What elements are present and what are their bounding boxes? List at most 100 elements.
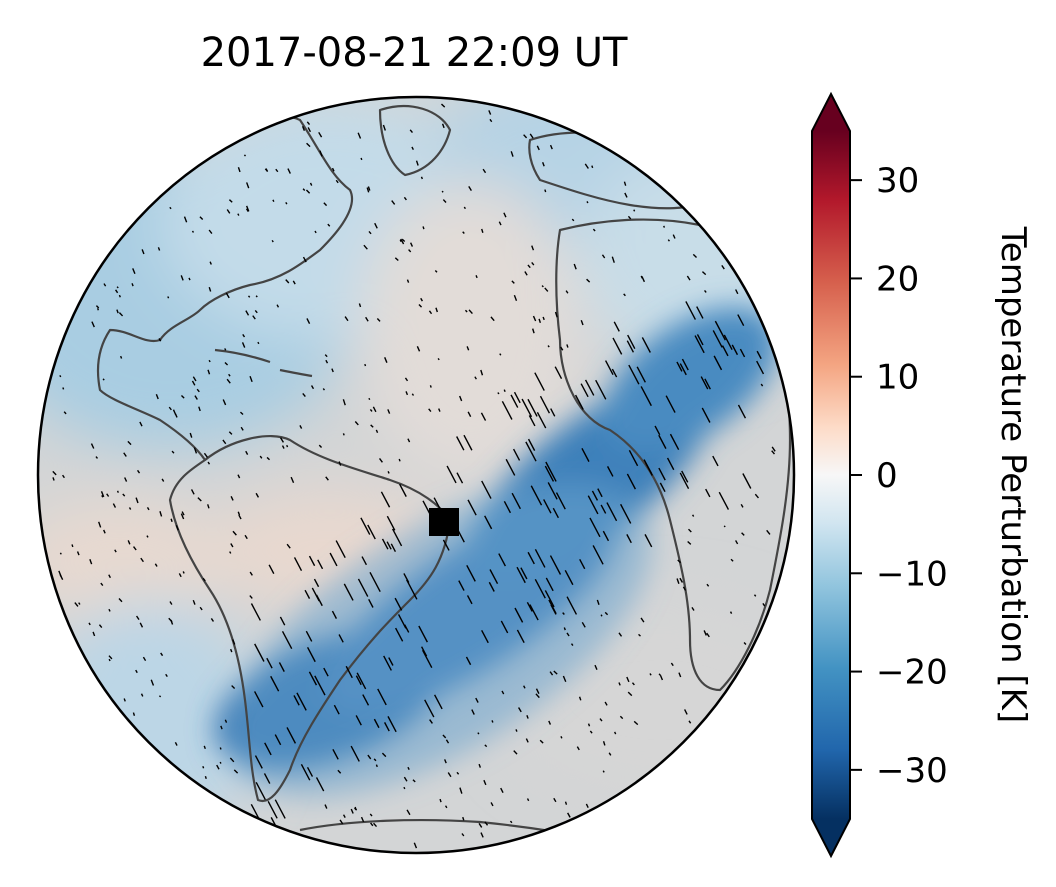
wind-streak (203, 745, 206, 750)
wind-streak (360, 816, 365, 823)
wind-streak (311, 587, 320, 602)
wind-streak (407, 766, 410, 770)
wind-streak (444, 805, 448, 809)
wind-streak (243, 154, 247, 157)
wind-streak (701, 271, 707, 276)
wind-streak (168, 406, 172, 411)
wind-streak (365, 316, 369, 322)
wind-streak (491, 720, 494, 723)
wind-streak (627, 691, 633, 697)
wind-streak (232, 530, 237, 536)
wind-streak (441, 190, 444, 193)
wind-streak (204, 775, 207, 780)
wind-streak (641, 337, 651, 353)
wind-streak (766, 529, 771, 535)
wind-streak (420, 176, 424, 180)
wind-streak (429, 385, 432, 388)
wind-streak (171, 450, 175, 454)
wind-streak (645, 462, 653, 476)
wind-streak (627, 215, 632, 220)
wind-streak (368, 231, 372, 235)
wind-streak (539, 395, 551, 414)
wind-streak (503, 501, 512, 514)
wind-streak (59, 375, 62, 378)
wind-streak (663, 225, 666, 228)
wind-streak (127, 440, 132, 446)
wind-streak (678, 672, 682, 678)
wind-streak (523, 134, 528, 139)
wind-streak (357, 132, 362, 139)
wind-streak (420, 646, 428, 657)
wind-streak (409, 242, 414, 247)
wind-streak (325, 476, 329, 481)
wind-streak (527, 398, 538, 417)
wind-streak (231, 685, 236, 690)
wind-streak (135, 615, 140, 621)
wind-streak (196, 388, 200, 393)
colorbar-ticks: 30 20 10 0 −10 −20 −30 (850, 161, 948, 791)
wind-streak (275, 168, 279, 173)
wind-streak (116, 309, 119, 314)
wind-streak (128, 507, 132, 510)
wind-streak (401, 238, 406, 242)
wind-streak (369, 813, 373, 817)
wind-streak (76, 551, 80, 556)
wind-streak (611, 256, 615, 263)
wind-streak (626, 534, 632, 544)
wind-streak (462, 816, 465, 821)
wind-streak (368, 599, 374, 608)
colorbar-tick-label: 30 (876, 161, 919, 201)
wind-streak (229, 551, 232, 554)
wind-streak (516, 566, 526, 584)
wind-streak (386, 541, 392, 550)
wind-streak (705, 488, 711, 498)
wind-streak (390, 543, 397, 553)
wind-streak (418, 625, 428, 643)
wind-streak (442, 199, 447, 203)
wind-streak (369, 572, 381, 592)
wind-streak (525, 738, 529, 743)
wind-streak (587, 723, 591, 727)
wind-streak (527, 264, 531, 269)
wind-streak (319, 150, 323, 157)
wind-streak (169, 601, 173, 605)
wind-streak (299, 425, 303, 429)
wind-streak (640, 386, 652, 407)
wind-streak (323, 667, 329, 677)
wind-streak (216, 764, 220, 770)
wind-streak (584, 379, 595, 396)
wind-streak (468, 186, 472, 191)
wind-streak (78, 602, 81, 605)
wind-streak (442, 734, 447, 739)
wind-streak (119, 355, 123, 359)
wind-streak (135, 669, 138, 674)
wind-streak (264, 168, 269, 172)
wind-streak (91, 321, 95, 328)
wind-streak (471, 709, 475, 715)
wind-streak (324, 354, 328, 358)
wind-streak (602, 530, 610, 542)
wind-streak (523, 685, 526, 689)
wind-streak (387, 471, 390, 474)
wind-streak (578, 696, 582, 701)
wind-streak (350, 808, 354, 814)
wind-streak (513, 294, 518, 302)
wind-streak (338, 634, 344, 643)
wind-streak (202, 577, 206, 582)
wind-streak (208, 359, 211, 363)
wind-streak (545, 461, 557, 482)
wind-streak (458, 580, 465, 591)
wind-streak (207, 461, 211, 465)
wind-streak (301, 125, 306, 131)
wind-streak (548, 720, 552, 725)
wind-streak (306, 318, 311, 324)
wind-streak (539, 739, 544, 744)
wind-streak (271, 239, 274, 243)
wind-streak (408, 249, 412, 253)
wind-streak (266, 657, 273, 669)
wind-streak (456, 436, 465, 451)
wind-streak (712, 455, 719, 467)
wind-streak (209, 261, 212, 265)
wind-streak (140, 693, 144, 697)
wind-streak (306, 142, 311, 148)
